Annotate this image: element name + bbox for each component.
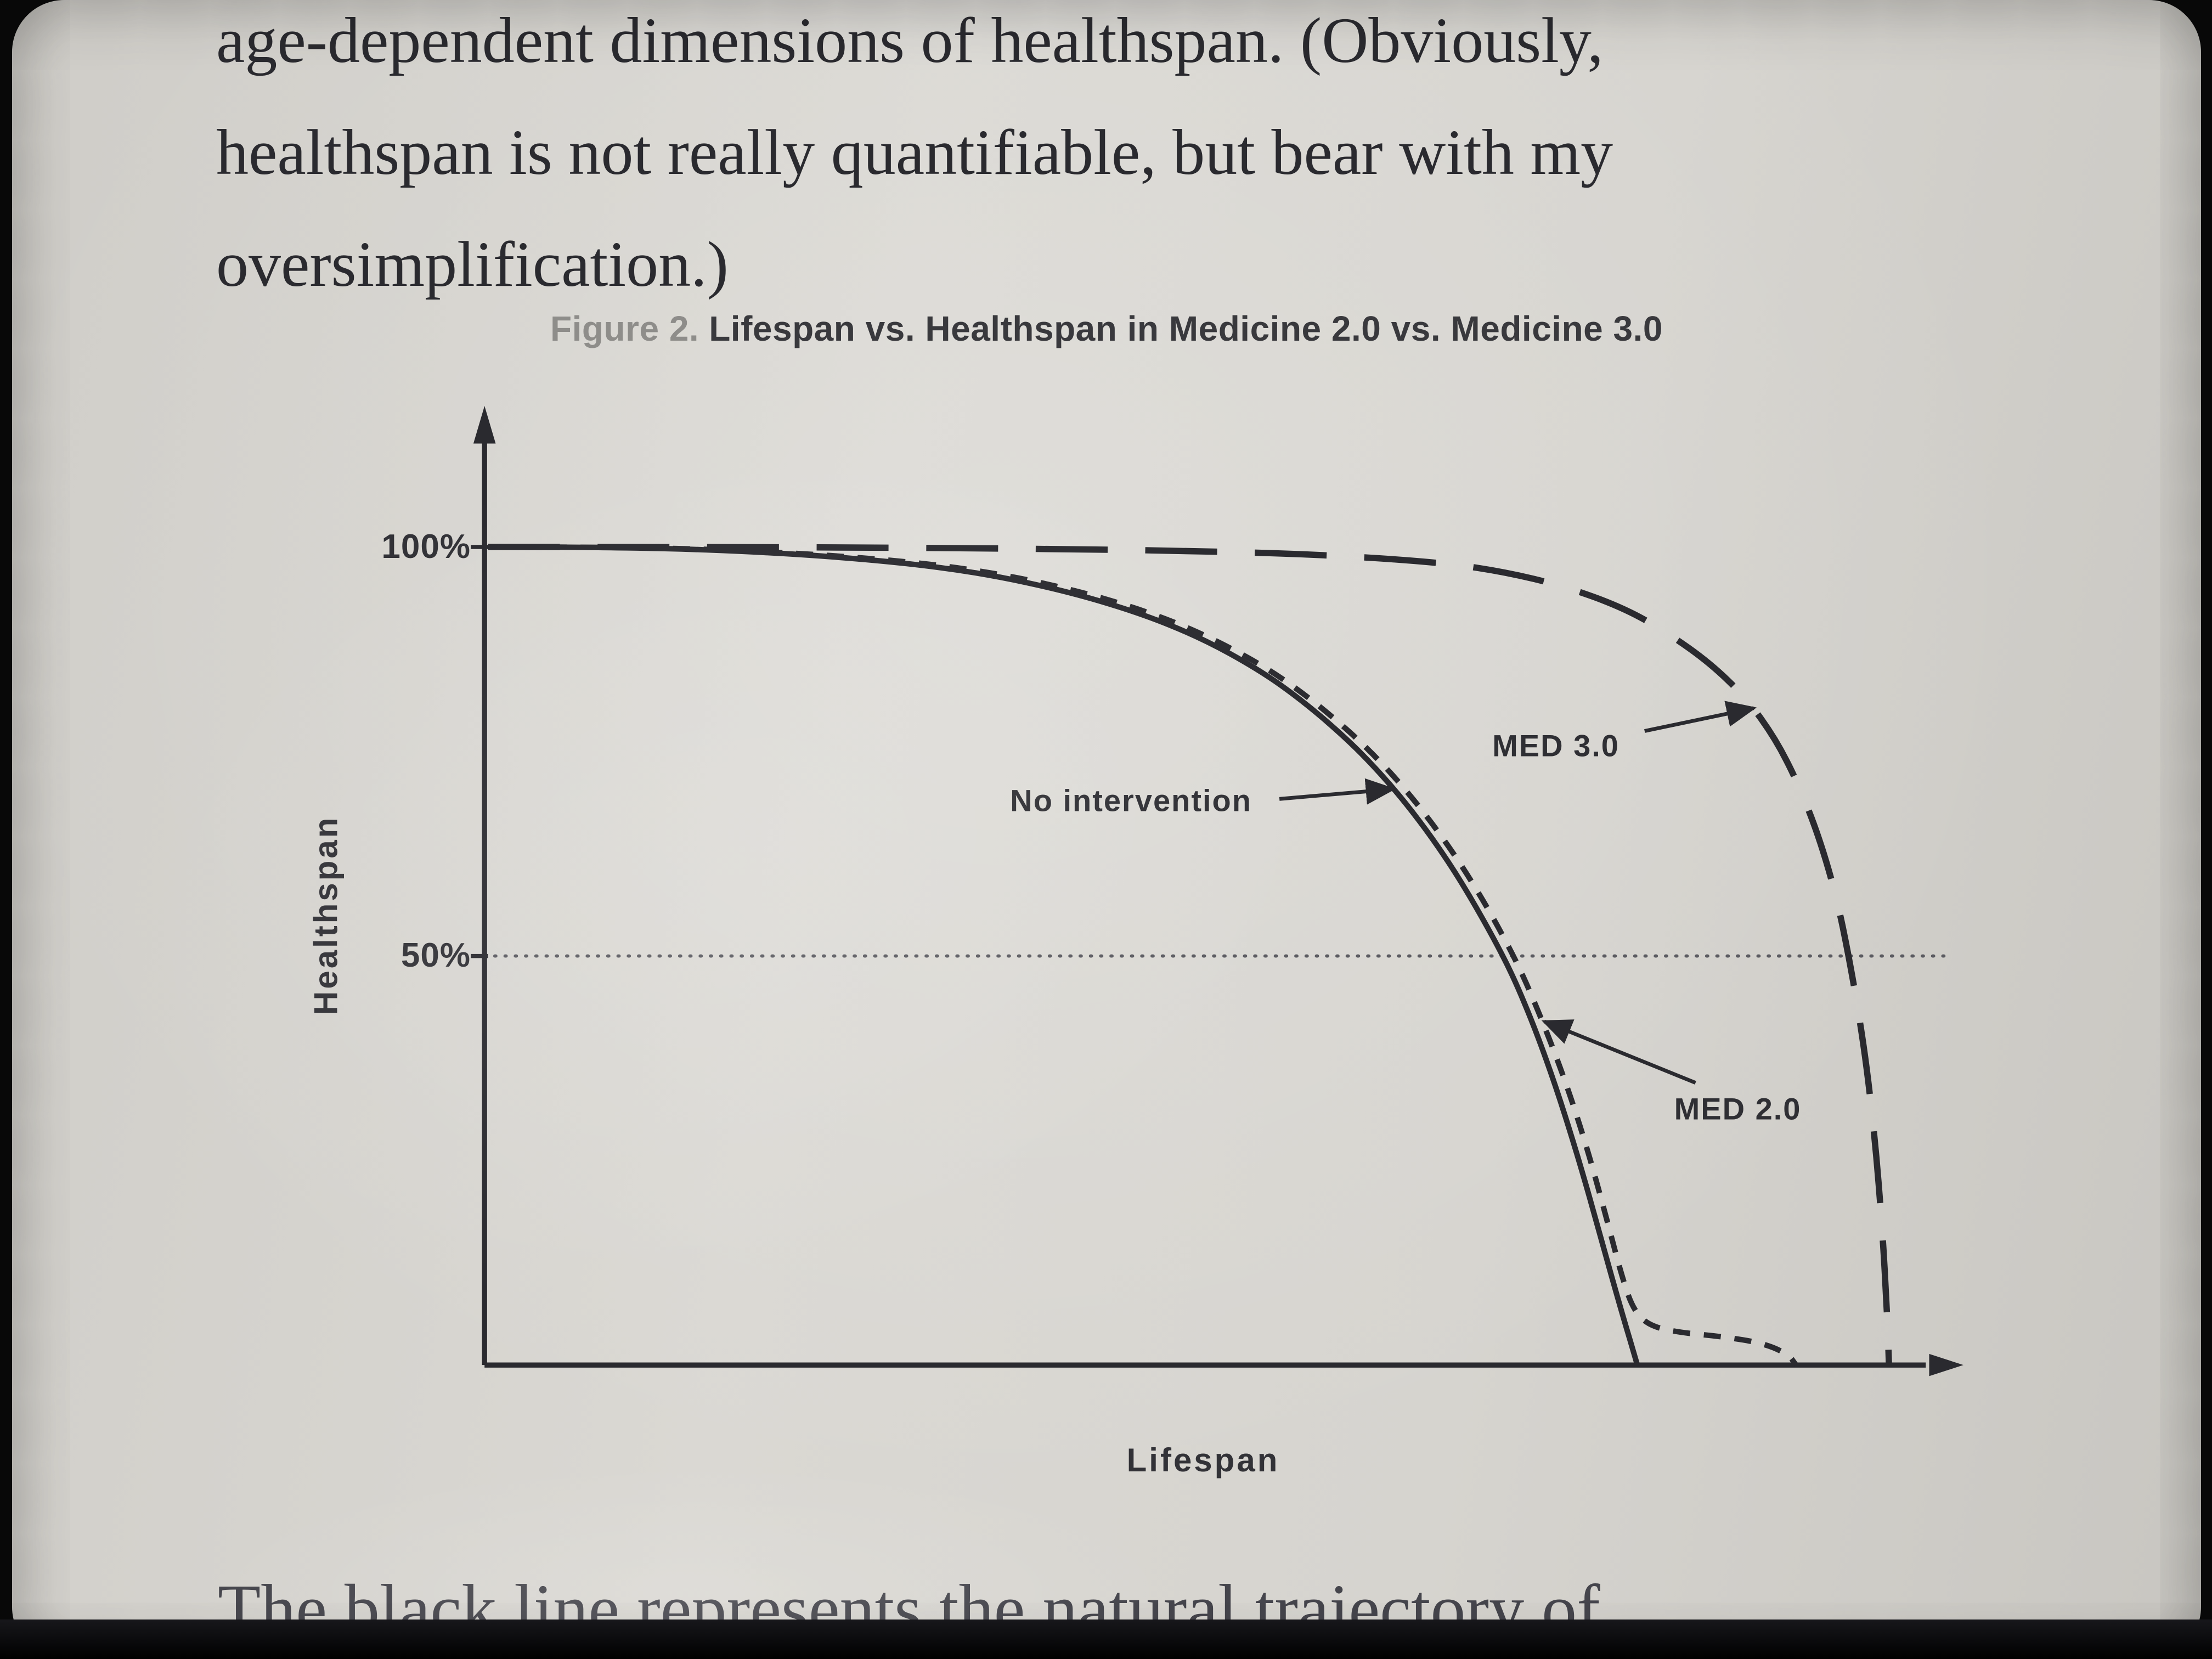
y-axis-label: Healthspan <box>307 815 345 1015</box>
ereader-page: age-dependent dimensions of healthspan. … <box>12 0 2201 1659</box>
annotation-arrow <box>1644 701 1757 733</box>
plot-layer <box>471 544 1954 1367</box>
figure-caption: Figure 2. Lifespan vs. Healthspan in Medi… <box>12 308 2201 349</box>
curve-med-2-0 <box>488 544 1798 1367</box>
figure-caption-prefix: Figure 2. <box>550 309 699 348</box>
y-axis-arrow-icon <box>473 405 496 444</box>
ytick-50: 50% <box>400 936 471 974</box>
curve-med-3-0 <box>488 544 1892 1365</box>
annotation-med-3-0: MED 3.0 <box>1492 728 1620 763</box>
photo-bottom-edge <box>0 1620 2212 1659</box>
annotation-no-intervention: No intervention <box>1010 783 1252 818</box>
annotation-arrow <box>1541 1019 1696 1085</box>
chart-plot <box>471 405 1963 1376</box>
x-axis-arrow-icon <box>1929 1353 1963 1376</box>
paragraph-top: age-dependent dimensions of healthspan. … <box>216 0 2036 320</box>
x-axis-label: Lifespan <box>1126 1442 1280 1479</box>
text-line-1: age-dependent dimensions of healthspan. … <box>216 4 1604 76</box>
ytick-100: 100% <box>381 528 471 566</box>
annotation-arrow <box>1279 778 1396 805</box>
annotation-med-2-0: MED 2.0 <box>1674 1091 1802 1126</box>
text-line-2: healthspan is not really quantifiable, b… <box>216 116 1613 188</box>
chart-axes <box>473 405 1963 1376</box>
figure-caption-title: Lifespan vs. Healthspan in Medicine 2.0 … <box>709 309 1663 348</box>
chart-area: 100% 50% Healthspan Lifespan No interven… <box>253 392 1965 1495</box>
text-line-3: oversimplification.) <box>216 228 729 300</box>
